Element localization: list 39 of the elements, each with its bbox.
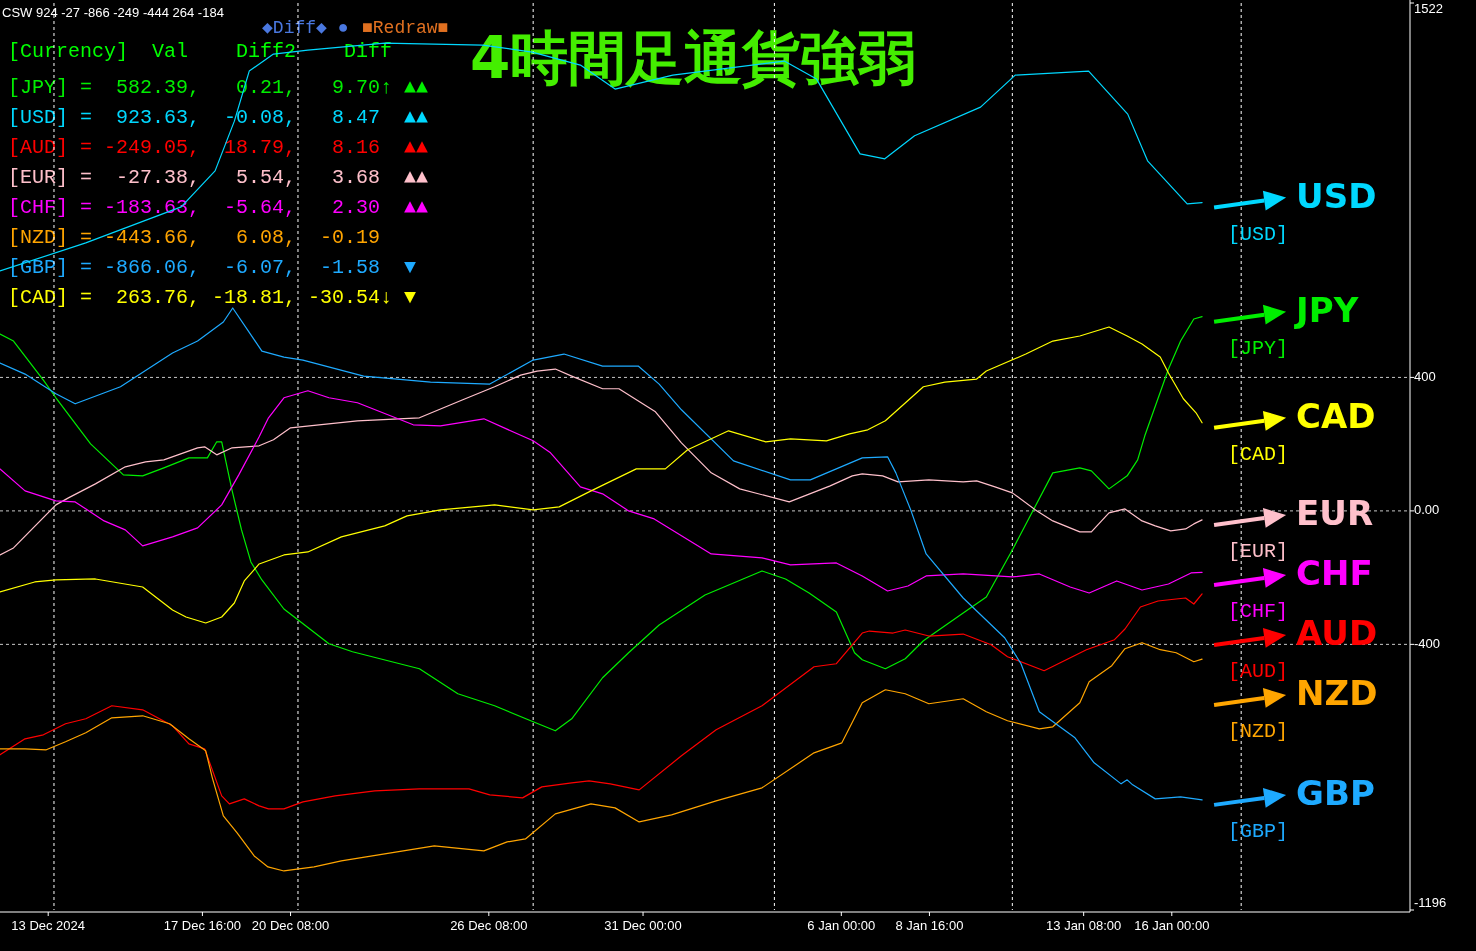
- annotation: [NZD] = -443.66, 6.08, -0.19: [8, 226, 381, 249]
- legend-label: [CHF]: [1228, 600, 1289, 624]
- x-tick-label: 6 Jan 00:00: [807, 918, 876, 933]
- annotation: EUR: [1296, 493, 1374, 534]
- annotation: JPY: [1294, 290, 1359, 331]
- legend-label: [NZD]: [1228, 720, 1289, 744]
- legend-label: [USD]: [1228, 222, 1289, 246]
- x-tick-label: 31 Dec 00:00: [604, 918, 682, 933]
- annotation: GBP: [1296, 773, 1375, 814]
- annotation: AUD: [1296, 613, 1378, 654]
- annotation: [Currency] Val Diff2 Diff: [8, 40, 393, 63]
- y-tick-label: -1196: [1414, 895, 1447, 911]
- x-tick-label: 20 Dec 08:00: [251, 918, 330, 933]
- annotation: ■Redraw■: [362, 18, 449, 38]
- annotation: CAD: [1296, 396, 1376, 437]
- annotation: USD: [1296, 176, 1377, 217]
- annotation: [EUR] = -27.38, 5.54, 3.68 ▲▲: [8, 166, 429, 189]
- x-tick-label: 17 Dec 16:00: [163, 918, 242, 933]
- annotation: [GBP] = -866.06, -6.07, -1.58 ▼: [8, 256, 417, 279]
- x-tick-label: 26 Dec 08:00: [450, 918, 528, 933]
- y-tick-label: 1522: [1414, 1, 1443, 17]
- annotation: ◆Diff◆ ●: [262, 18, 349, 38]
- y-tick-label: -400: [1414, 635, 1441, 651]
- legend-label: [GBP]: [1228, 820, 1289, 844]
- y-tick-label: 0.00: [1414, 502, 1440, 518]
- x-tick-label: 16 Jan 00:00: [1134, 918, 1210, 933]
- annotation: [CAD] = 263.76, -18.81, -30.54↓ ▼: [8, 286, 417, 309]
- legend-label: [JPY]: [1228, 336, 1289, 360]
- x-tick-label: 13 Dec 2024: [11, 918, 86, 933]
- annotation: NZD: [1296, 673, 1378, 714]
- annotation: [AUD] = -249.05, 18.79, 8.16 ▲▲: [8, 136, 429, 159]
- annotation: CHF: [1296, 553, 1373, 594]
- legend-label: [AUD]: [1228, 660, 1289, 684]
- y-tick-label: 400: [1414, 368, 1436, 384]
- x-tick-label: 13 Jan 08:00: [1046, 918, 1122, 933]
- legend-label: [EUR]: [1228, 540, 1289, 564]
- x-tick-label: 8 Jan 16:00: [895, 918, 964, 933]
- legend-label: [CAD]: [1228, 443, 1289, 467]
- annotation: CSW 924 -27 -866 -249 -444 264 -184: [2, 5, 224, 20]
